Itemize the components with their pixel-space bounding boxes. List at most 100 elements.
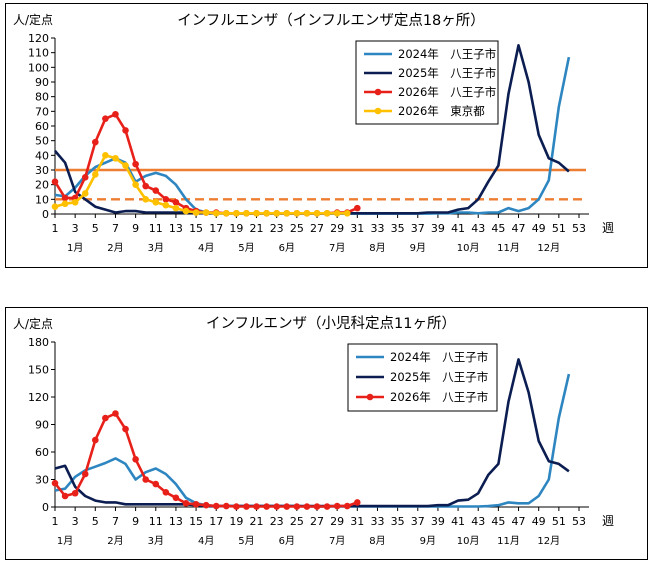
month-label: 5月: [238, 242, 254, 254]
series-3-point: [223, 209, 230, 217]
x-tick-label: 7: [112, 515, 119, 528]
month-label: 11月: [497, 535, 520, 547]
series-2-point: [202, 501, 210, 509]
series-3-point: [192, 209, 200, 216]
x-tick-label: 53: [572, 222, 586, 235]
legend-label-1: 2025年 八王子市: [390, 370, 488, 384]
legend-label-2: 2026年 八王子市: [398, 85, 496, 99]
series-3-point: [172, 204, 180, 212]
series-3-point: [51, 203, 59, 210]
x-tick-label: 37: [411, 222, 425, 235]
y-tick-label: 150: [28, 364, 49, 377]
series-line-3: [54, 154, 348, 215]
x-tick-label: 21: [250, 222, 264, 235]
legend-label-0: 2024年 八王子市: [398, 47, 496, 61]
month-label: 1月: [57, 535, 73, 547]
x-tick-label: 47: [512, 222, 526, 235]
x-tick-label: 35: [391, 515, 405, 528]
month-label: 10月: [457, 535, 480, 547]
x-tick-label: 33: [370, 222, 384, 235]
month-label: 9月: [410, 242, 426, 254]
month-label: 12月: [537, 535, 560, 547]
y-tick-label: 10: [35, 193, 49, 206]
series-2-point: [112, 410, 119, 417]
series-3-point: [323, 209, 331, 217]
x-tick-label: 41: [451, 515, 465, 528]
x-tick-label: 17: [209, 515, 223, 528]
month-label: 6月: [279, 242, 295, 254]
series-3-point: [253, 209, 260, 217]
series-3-point: [212, 209, 220, 217]
series-3-point: [92, 171, 99, 178]
y-axis-unit-label: 人/定点: [13, 316, 53, 331]
series-2-point: [81, 174, 89, 181]
month-label: 12月: [537, 242, 560, 254]
y-tick-label: 20: [35, 179, 49, 192]
legend-label-0: 2024年 八王子市: [390, 350, 488, 364]
series-2-point: [152, 480, 160, 488]
series-2-point: [92, 138, 99, 146]
x-tick-label: 49: [532, 515, 546, 528]
y-tick-label: 30: [35, 474, 49, 487]
x-tick-label: 3: [72, 515, 79, 528]
x-tick-label: 25: [290, 515, 304, 528]
series-2-point: [303, 503, 311, 510]
x-tick-label: 1: [52, 515, 59, 528]
series-2-point: [343, 502, 351, 510]
x-tick-label: 13: [169, 515, 183, 528]
x-tick-label: 15: [189, 222, 203, 235]
x-tick-label: 39: [431, 515, 445, 528]
month-label: 7月: [329, 242, 345, 254]
month-label: 1月: [67, 242, 83, 254]
legend-label-2: 2026年 八王子市: [390, 390, 488, 404]
series-2-point: [182, 500, 190, 507]
month-label: 5月: [238, 535, 254, 547]
series-2-point: [92, 436, 99, 444]
y-tick-label: 60: [35, 446, 49, 459]
legend-marker-2: [366, 393, 374, 401]
series-2-point: [71, 489, 79, 497]
series-line-2: [53, 412, 358, 508]
x-tick-label: 11: [149, 515, 163, 528]
x-tick-label: 31: [350, 222, 364, 235]
x-tick-label: 23: [270, 222, 284, 235]
series-2-point: [142, 182, 149, 190]
series-2-point: [333, 502, 341, 510]
month-label: 6月: [279, 535, 295, 547]
month-label: 3月: [148, 535, 164, 547]
x-tick-label: 21: [250, 515, 264, 528]
series-3-point: [122, 162, 129, 169]
y-axis-unit-label: 人/定点: [13, 12, 53, 27]
series-3-point: [132, 181, 139, 188]
series-2-point: [61, 492, 69, 500]
series-3-point: [102, 152, 109, 159]
series-2-point: [162, 489, 170, 496]
series-3-point: [233, 209, 240, 217]
series-3-point: [112, 154, 119, 162]
month-label: 10月: [457, 242, 480, 254]
series-2-point: [162, 196, 170, 203]
y-tick-label: 40: [35, 149, 49, 162]
series-3-point: [273, 209, 280, 217]
month-label: 3月: [148, 242, 164, 254]
series-3-point: [263, 209, 270, 217]
x-axis-unit-label: 週: [602, 221, 614, 235]
x-tick-label: 45: [491, 222, 505, 235]
series-3-point: [142, 196, 149, 203]
y-tick-label: 180: [28, 336, 49, 349]
legend-label-3: 2026年 東京都: [398, 104, 485, 118]
x-tick-label: 5: [92, 222, 99, 235]
x-tick-label: 27: [310, 222, 324, 235]
x-tick-label: 41: [451, 222, 465, 235]
series-3-point: [313, 209, 321, 217]
series-2-point: [172, 198, 180, 206]
series-2-point: [354, 499, 361, 506]
series-3-point: [162, 201, 170, 209]
y-tick-label: 50: [35, 135, 49, 148]
series-2-point: [142, 476, 149, 483]
x-tick-label: 29: [330, 222, 344, 235]
x-tick-label: 39: [431, 222, 445, 235]
month-label: 11月: [497, 242, 520, 254]
